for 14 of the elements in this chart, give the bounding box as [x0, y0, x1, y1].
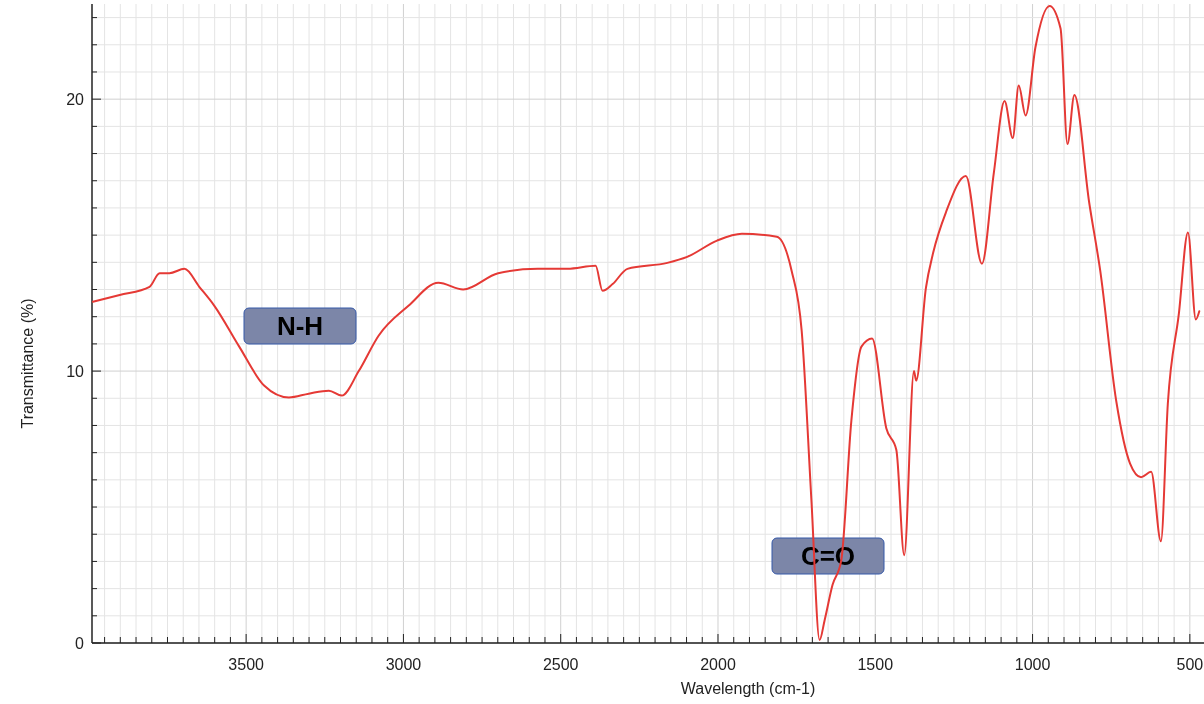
x-tick-label: 2000: [700, 656, 736, 673]
y-axis-title: Transmittance (%): [19, 298, 36, 429]
x-tick-label: 1000: [1014, 656, 1051, 673]
x-tick-label: 3500: [228, 656, 265, 673]
x-tick-label: 500: [1176, 656, 1204, 673]
x-tick-label: 1500: [857, 656, 894, 673]
x-tick-label: 2500: [542, 656, 579, 673]
line-series: [91, 4, 1201, 642]
annotation: N-H: [276, 311, 324, 341]
y-tick-label: 0: [75, 635, 85, 652]
x-axis-title: Wavelength (cm-1): [680, 680, 816, 697]
x-tick-label: 3000: [385, 656, 422, 673]
y-tick-label: 20: [66, 91, 85, 109]
y-tick-label: 10: [66, 363, 85, 381]
